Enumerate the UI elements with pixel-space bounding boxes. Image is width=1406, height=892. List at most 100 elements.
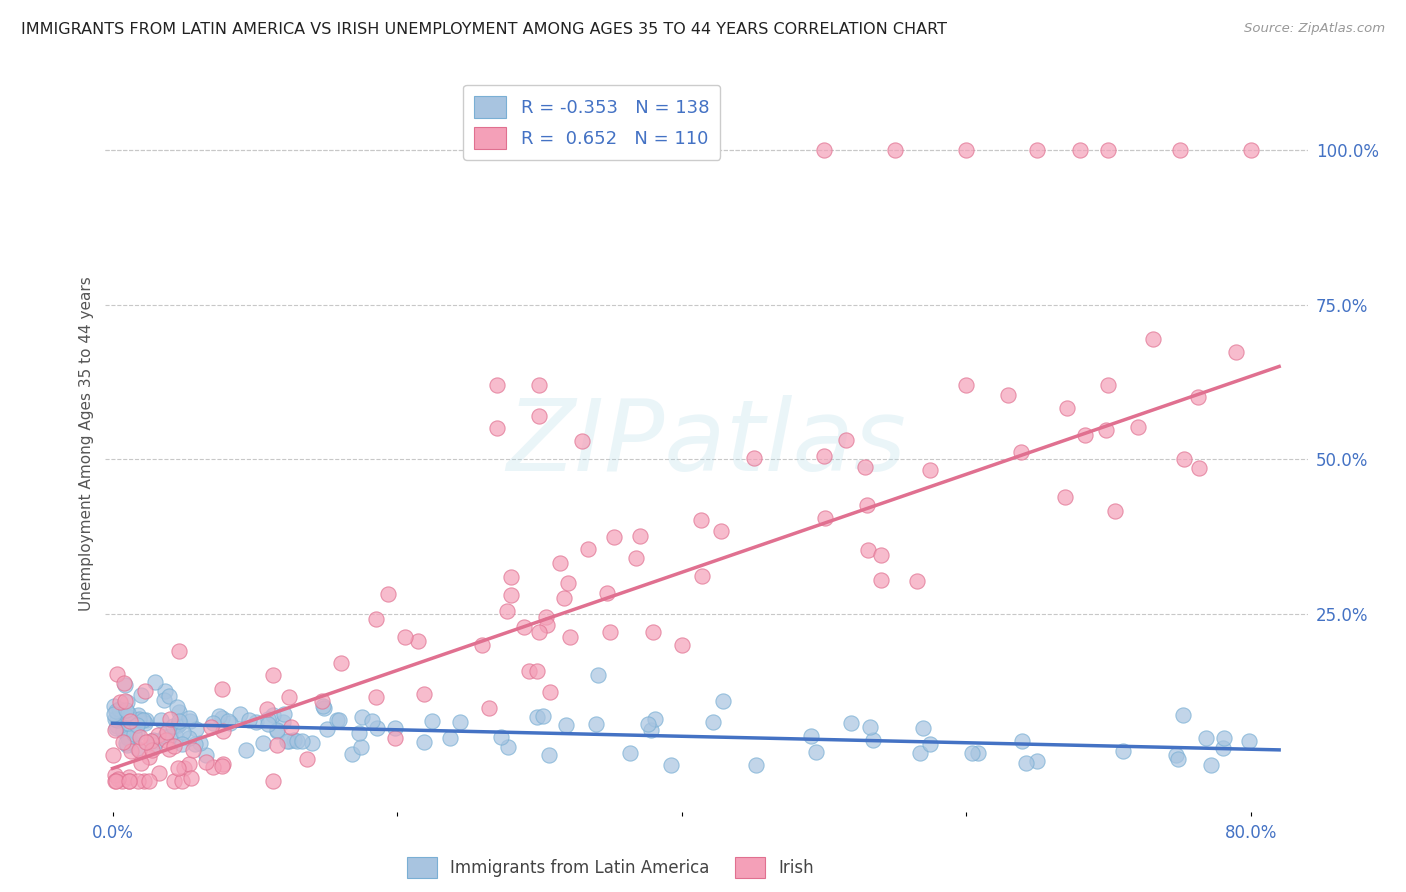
Point bbox=[853, 460, 876, 475]
Point bbox=[165, 730, 187, 744]
Point bbox=[132, 773, 155, 788]
Point bbox=[141, 743, 163, 757]
Point bbox=[228, 706, 250, 721]
Point bbox=[364, 690, 387, 705]
Point bbox=[118, 773, 141, 788]
Point bbox=[350, 740, 373, 755]
Point bbox=[576, 542, 599, 557]
Point bbox=[908, 746, 931, 760]
Point bbox=[813, 143, 835, 157]
Point bbox=[920, 737, 942, 751]
Point bbox=[172, 724, 194, 739]
Point bbox=[262, 707, 284, 722]
Point bbox=[439, 731, 461, 746]
Point bbox=[188, 736, 211, 750]
Point bbox=[135, 713, 157, 727]
Point bbox=[955, 143, 977, 157]
Text: ZIPatlas: ZIPatlas bbox=[506, 395, 907, 492]
Point bbox=[180, 771, 202, 785]
Point bbox=[1213, 731, 1236, 745]
Point bbox=[266, 723, 288, 738]
Point bbox=[208, 708, 231, 723]
Point bbox=[131, 713, 153, 727]
Point bbox=[513, 619, 536, 633]
Point bbox=[156, 725, 179, 739]
Point bbox=[217, 714, 239, 728]
Point bbox=[1225, 345, 1247, 359]
Point bbox=[211, 758, 233, 772]
Point bbox=[114, 678, 136, 692]
Point bbox=[104, 773, 127, 788]
Point bbox=[169, 716, 191, 731]
Point bbox=[529, 409, 551, 423]
Point bbox=[489, 730, 512, 744]
Point bbox=[485, 421, 508, 435]
Point bbox=[266, 724, 288, 739]
Point bbox=[997, 388, 1019, 402]
Point bbox=[235, 743, 257, 757]
Point bbox=[150, 713, 173, 727]
Point bbox=[1167, 751, 1189, 765]
Point bbox=[557, 575, 579, 590]
Point bbox=[177, 731, 200, 745]
Point bbox=[422, 714, 444, 728]
Point bbox=[856, 542, 879, 557]
Point bbox=[104, 713, 127, 727]
Point bbox=[918, 463, 941, 477]
Point bbox=[120, 744, 142, 758]
Point bbox=[128, 742, 150, 756]
Point bbox=[859, 720, 882, 734]
Point bbox=[905, 574, 928, 588]
Point bbox=[1237, 734, 1260, 748]
Point bbox=[596, 585, 619, 599]
Point bbox=[115, 703, 138, 717]
Point bbox=[167, 705, 190, 719]
Point bbox=[177, 711, 200, 725]
Point bbox=[911, 722, 934, 736]
Point bbox=[103, 698, 125, 713]
Point bbox=[108, 701, 131, 715]
Point bbox=[328, 714, 350, 728]
Point bbox=[499, 588, 522, 602]
Point bbox=[118, 773, 141, 788]
Point bbox=[495, 604, 517, 618]
Point bbox=[157, 741, 180, 756]
Point bbox=[870, 548, 893, 562]
Point bbox=[548, 556, 571, 570]
Point bbox=[181, 743, 204, 757]
Point bbox=[1010, 445, 1032, 459]
Point bbox=[112, 676, 135, 690]
Point bbox=[1056, 401, 1078, 416]
Point bbox=[412, 735, 434, 749]
Point bbox=[125, 725, 148, 739]
Point bbox=[134, 716, 156, 731]
Point bbox=[671, 638, 693, 652]
Point bbox=[115, 695, 138, 709]
Point bbox=[183, 737, 205, 751]
Point bbox=[131, 756, 153, 771]
Point bbox=[586, 667, 609, 681]
Point bbox=[1053, 490, 1076, 504]
Point bbox=[138, 749, 160, 764]
Point bbox=[134, 684, 156, 698]
Point bbox=[127, 713, 149, 727]
Point bbox=[266, 738, 288, 752]
Point bbox=[813, 449, 835, 463]
Point bbox=[1188, 460, 1211, 475]
Point bbox=[103, 747, 125, 762]
Point bbox=[1164, 747, 1187, 762]
Point bbox=[553, 591, 575, 606]
Point bbox=[449, 715, 471, 730]
Point bbox=[384, 722, 406, 736]
Point bbox=[170, 773, 193, 788]
Point bbox=[285, 733, 308, 747]
Point bbox=[238, 714, 260, 728]
Point bbox=[1173, 707, 1195, 722]
Point bbox=[146, 728, 169, 742]
Point bbox=[1142, 332, 1164, 346]
Point bbox=[1104, 504, 1126, 518]
Point bbox=[114, 715, 136, 730]
Point bbox=[498, 739, 520, 754]
Point bbox=[534, 610, 557, 624]
Point bbox=[148, 766, 170, 780]
